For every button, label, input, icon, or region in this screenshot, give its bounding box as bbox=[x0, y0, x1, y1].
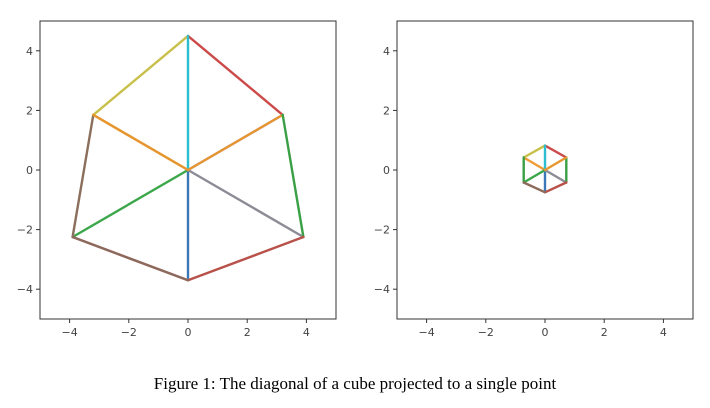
right-y-tick-label: 2 bbox=[383, 104, 390, 117]
left-plot: −4 −2 0 2 4 −4 −2 0 2 4 bbox=[17, 20, 337, 339]
left-series-line-10 bbox=[92, 113, 284, 172]
right-y-tick-label: −2 bbox=[374, 224, 390, 237]
right-y-tick-label: 4 bbox=[383, 45, 390, 58]
right-x-tick-label: −4 bbox=[418, 326, 434, 339]
left-y-tick-label: 2 bbox=[26, 104, 33, 117]
left-series-line-7 bbox=[186, 168, 305, 239]
right-series-line-3 bbox=[543, 144, 568, 159]
left-series-line-2 bbox=[71, 168, 190, 239]
right-series-line-5 bbox=[522, 144, 547, 159]
left-series-line-12 bbox=[186, 235, 305, 282]
left-x-tick-label: 2 bbox=[244, 326, 251, 339]
right-series-line-10 bbox=[522, 181, 547, 194]
left-x-tick-label: 4 bbox=[303, 326, 310, 339]
right-y-tick-label: 0 bbox=[383, 164, 390, 177]
right-x-tick-label: 0 bbox=[542, 326, 549, 339]
right-plot: −4 −2 0 2 4 −4 −2 0 2 4 bbox=[374, 20, 694, 339]
right-series-line-9 bbox=[543, 181, 568, 194]
figure: −4 −2 0 2 4 −4 −2 0 2 4 −4 −2 0 2 4 −4 −2 0 2 4 bbox=[17, 20, 694, 339]
right-y-tick-label: −4 bbox=[374, 283, 390, 296]
left-x-tick-label: −2 bbox=[121, 326, 137, 339]
right-series-line-4 bbox=[543, 168, 568, 184]
right-x-tick-label: 4 bbox=[660, 326, 667, 339]
left-series-line-13 bbox=[71, 235, 190, 282]
left-x-tick-label: 0 bbox=[185, 326, 192, 339]
left-y-tick-label: 0 bbox=[26, 164, 33, 177]
left-y-tick-label: −4 bbox=[17, 283, 33, 296]
left-series-line-5 bbox=[71, 113, 95, 239]
left-x-tick-label: −4 bbox=[61, 326, 77, 339]
left-y-tick-label: 4 bbox=[26, 45, 33, 58]
left-series-line-3 bbox=[186, 34, 284, 117]
left-y-tick-label: −2 bbox=[17, 224, 33, 237]
figure-caption: Figure 1: The diagonal of a cube project… bbox=[153, 374, 557, 393]
right-series-line-2 bbox=[522, 168, 547, 184]
right-x-tick-label: −2 bbox=[478, 326, 494, 339]
right-x-tick-label: 2 bbox=[601, 326, 608, 339]
left-series-line-8 bbox=[92, 34, 190, 117]
right-series-line-11 bbox=[543, 156, 568, 172]
left-series-line-11 bbox=[281, 113, 305, 239]
right-series-line-1 bbox=[522, 156, 547, 172]
